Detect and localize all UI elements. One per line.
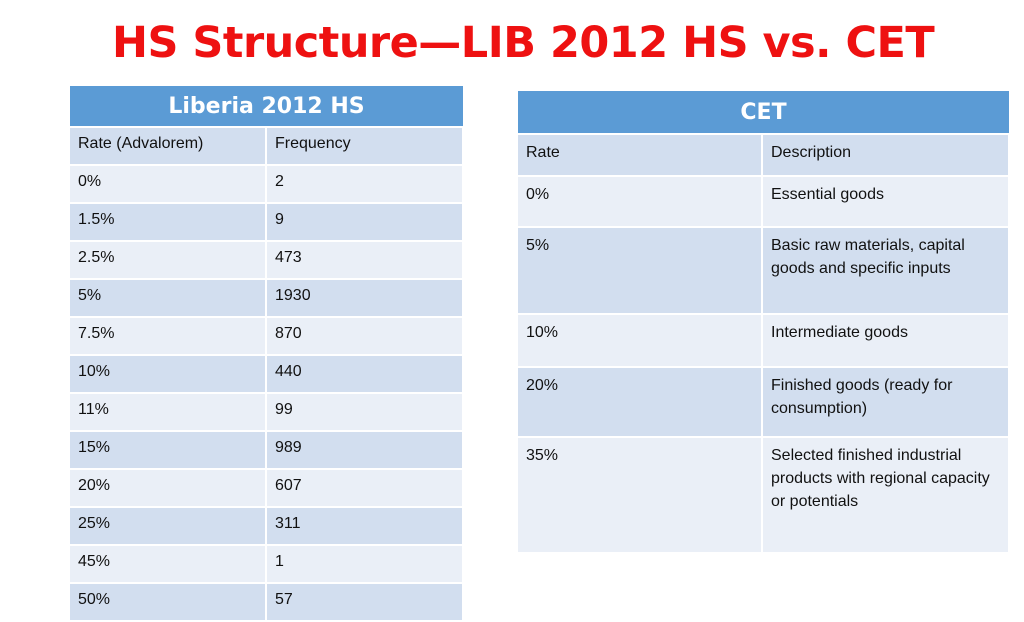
table-row: 20% Finished goods (ready for consumptio… [518,367,1010,438]
frequency-cell: 57 [266,583,464,622]
liberia-table-heading: Liberia 2012 HS [70,86,463,128]
table-row: 10% 440 [70,355,464,394]
rate-cell: 11% [70,393,267,432]
slide-title: HS Structure—LIB 2012 HS vs. CET [112,18,935,68]
table-row: 20% 607 [70,469,464,508]
description-cell: Selected finished industrial products wi… [762,437,1010,554]
rate-cell: 45% [70,545,267,584]
table-header-row: Liberia 2012 HS [70,86,463,128]
rate-cell: 5% [518,227,763,315]
table-column-header-row: Rate (Advalorem) Frequency [70,127,464,166]
table-row: 2.5% 473 [70,241,464,280]
table-row: 1.5% 9 [70,203,464,242]
rate-cell: 5% [70,279,267,318]
frequency-cell: 9 [266,203,464,242]
frequency-cell: 1930 [266,279,464,318]
frequency-cell: 2 [266,165,464,204]
column-header-description: Description [762,134,1010,177]
description-cell: Essential goods [762,176,1010,228]
frequency-cell: 311 [266,507,464,546]
description-cell: Basic raw materials, capital goods and s… [762,227,1010,315]
rate-cell: 10% [70,355,267,394]
column-header-rate: Rate (Advalorem) [70,127,267,166]
rate-cell: 2.5% [70,241,267,280]
frequency-cell: 1 [266,545,464,584]
rate-cell: 50% [70,583,267,622]
table-row: 7.5% 870 [70,317,464,356]
rate-cell: 7.5% [70,317,267,356]
table-row: 50% 57 [70,583,464,622]
rate-cell: 0% [70,165,267,204]
rate-cell: 35% [518,437,763,554]
table-row: 0% Essential goods [518,176,1010,228]
table-row: 35% Selected finished industrial product… [518,437,1010,554]
rate-cell: 25% [70,507,267,546]
table-column-header-row: Rate Description [518,134,1010,177]
table-row: 45% 1 [70,545,464,584]
rate-cell: 20% [70,469,267,508]
cet-table: CET Rate Description 0% Essential goods … [518,91,1010,554]
cet-table-heading: CET [518,91,1009,135]
frequency-cell: 473 [266,241,464,280]
table-row: 25% 311 [70,507,464,546]
column-header-rate: Rate [518,134,763,177]
table-row: 5% 1930 [70,279,464,318]
frequency-cell: 607 [266,469,464,508]
rate-cell: 20% [518,367,763,438]
table-row: 0% 2 [70,165,464,204]
column-header-frequency: Frequency [266,127,464,166]
rate-cell: 15% [70,431,267,470]
frequency-cell: 870 [266,317,464,356]
table-row: 11% 99 [70,393,464,432]
description-cell: Intermediate goods [762,314,1010,368]
frequency-cell: 440 [266,355,464,394]
table-row: 5% Basic raw materials, capital goods an… [518,227,1010,315]
liberia-hs-table: Liberia 2012 HS Rate (Advalorem) Frequen… [70,86,464,622]
rate-cell: 1.5% [70,203,267,242]
description-cell: Finished goods (ready for consumption) [762,367,1010,438]
table-row: 15% 989 [70,431,464,470]
rate-cell: 10% [518,314,763,368]
frequency-cell: 989 [266,431,464,470]
rate-cell: 0% [518,176,763,228]
table-header-row: CET [518,91,1009,135]
frequency-cell: 99 [266,393,464,432]
table-row: 10% Intermediate goods [518,314,1010,368]
